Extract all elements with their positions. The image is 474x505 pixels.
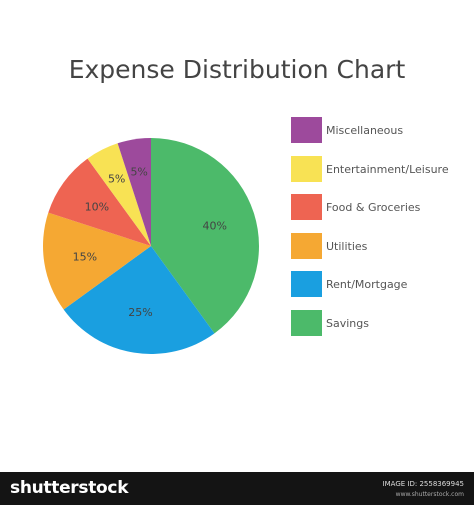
legend-swatch [291,309,322,336]
legend-label: Rent/Mortgage [326,278,408,292]
legend-label: Utilities [326,239,368,253]
slice-value-label: 10% [85,201,109,214]
pie-slice-food-groceries [48,158,151,246]
slice-value-label: 15% [73,250,97,263]
legend-label: Miscellaneous [326,124,404,137]
slice-value-label: 25% [128,306,152,319]
legend-swatch [291,232,322,259]
shutterstock-logo: shutterstock [10,478,129,498]
pie-slice-miscellaneous [117,138,151,246]
legend-swatch [291,194,322,221]
chart-title: Expense Distribution Chart [68,55,406,84]
image-id: IMAGE ID: 2558369945 [382,480,464,488]
legend-label: Food & Groceries [326,201,421,215]
legend-label: Savings [326,316,369,330]
footer-bar: shutterstock IMAGE ID: 2558369945 www.sh… [0,472,474,505]
pie-slice-savings [151,138,259,334]
slice-value-label: 5% [130,165,147,178]
pie-slice-entertainment-leisure [87,143,151,246]
pie-slice-rent-mortgage [63,246,215,354]
pie-slice-utilities [42,212,151,310]
legend-swatch [291,271,322,298]
legend-swatch [291,117,322,143]
site-url: www.shutterstock.com [395,491,464,498]
slice-value-label: 5% [108,173,125,186]
legend-label: Entertainment/Leisure [326,162,449,176]
slice-value-label: 40% [202,219,226,232]
legend-swatch [291,155,322,182]
